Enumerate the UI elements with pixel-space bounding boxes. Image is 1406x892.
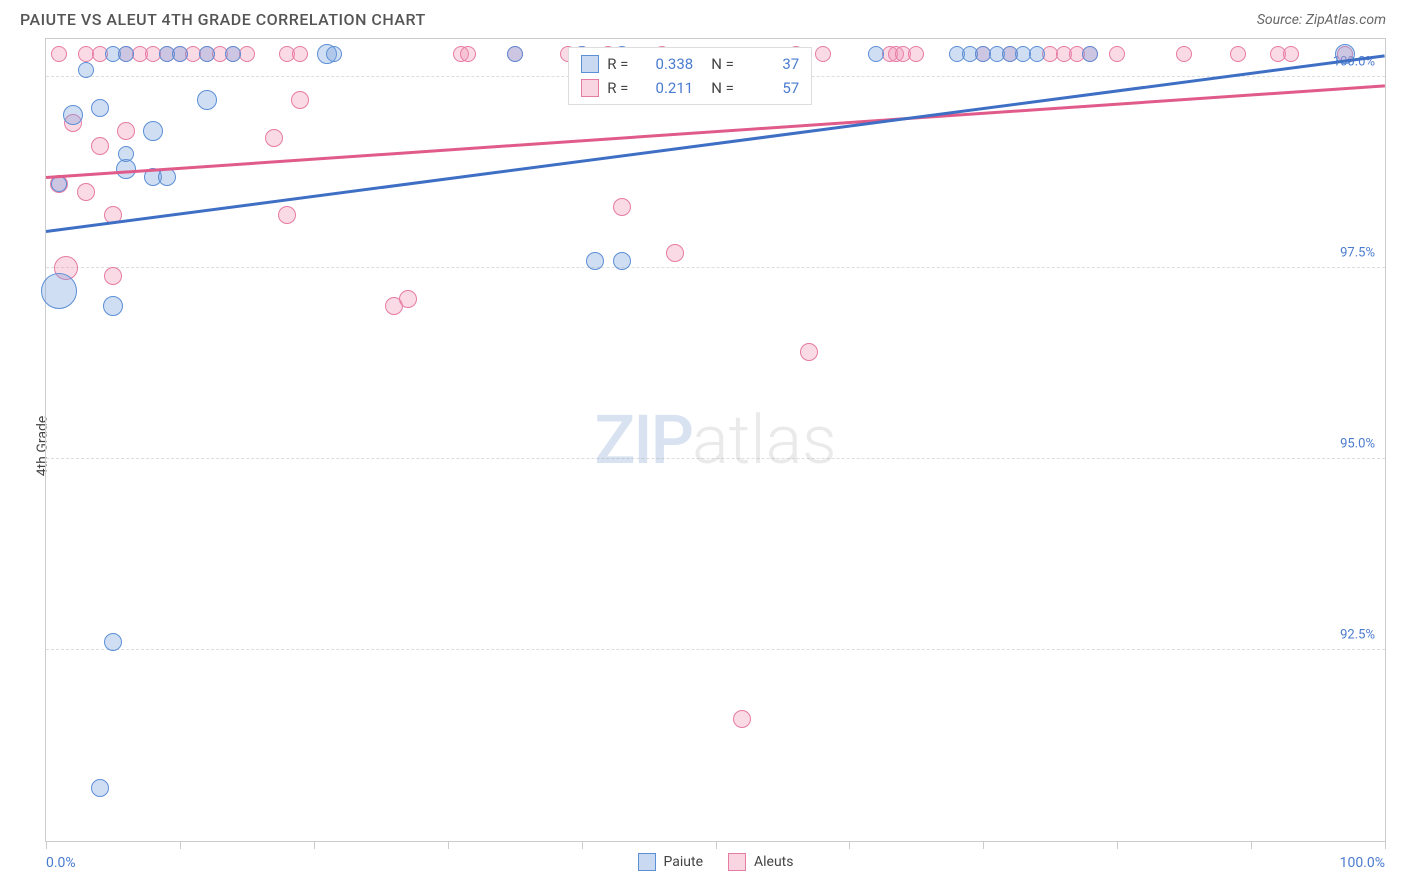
data-point xyxy=(172,46,188,62)
data-point xyxy=(326,46,342,62)
data-point xyxy=(399,290,417,308)
x-tick xyxy=(983,841,984,849)
data-point xyxy=(1029,46,1045,62)
x-tick xyxy=(1251,841,1252,849)
data-point xyxy=(91,137,109,155)
data-point xyxy=(460,46,476,62)
data-point xyxy=(666,244,684,262)
y-tick-label: 95.0% xyxy=(1340,437,1375,452)
data-point xyxy=(1176,46,1192,62)
square-icon xyxy=(638,853,656,871)
series-legend: Paiute Aleuts xyxy=(638,853,794,871)
square-icon xyxy=(728,853,746,871)
data-point xyxy=(1082,46,1098,62)
data-point xyxy=(613,198,631,216)
data-point xyxy=(41,273,77,309)
square-icon xyxy=(581,79,599,97)
data-point xyxy=(63,105,83,125)
y-tick-label: 92.5% xyxy=(1340,628,1375,643)
data-point xyxy=(116,159,136,179)
data-point xyxy=(104,633,122,651)
data-point xyxy=(1109,46,1125,62)
data-point xyxy=(225,46,241,62)
legend-item-paiute: Paiute xyxy=(638,853,704,871)
source-label: Source: ZipAtlas.com xyxy=(1257,12,1386,28)
data-point xyxy=(118,46,134,62)
data-point xyxy=(103,296,123,316)
data-point xyxy=(733,710,751,728)
data-point xyxy=(278,206,296,224)
data-point xyxy=(800,343,818,361)
x-tick xyxy=(448,841,449,849)
x-tick xyxy=(582,841,583,849)
gridline xyxy=(46,458,1385,459)
data-point xyxy=(199,46,215,62)
legend-row-aleuts: R = 0.211 N = 57 xyxy=(581,76,799,100)
chart-area: 92.5%95.0%97.5%100.0% ZIPatlas R = 0.338… xyxy=(45,38,1386,842)
data-point xyxy=(292,46,308,62)
data-point xyxy=(1283,46,1299,62)
data-point xyxy=(117,122,135,140)
legend-item-aleuts: Aleuts xyxy=(728,853,793,871)
x-tick xyxy=(314,841,315,849)
x-axis-min: 0.0% xyxy=(46,855,76,871)
data-point xyxy=(104,267,122,285)
x-tick xyxy=(1385,841,1386,849)
data-point xyxy=(291,91,309,109)
data-point xyxy=(143,121,163,141)
data-point xyxy=(613,252,631,270)
gridline xyxy=(46,649,1385,650)
data-point xyxy=(868,46,884,62)
x-tick xyxy=(849,841,850,849)
legend-row-paiute: R = 0.338 N = 37 xyxy=(581,52,799,76)
data-point xyxy=(91,99,109,117)
x-axis-max: 100.0% xyxy=(1340,855,1385,871)
data-point xyxy=(197,90,217,110)
data-point xyxy=(51,46,67,62)
data-point xyxy=(908,46,924,62)
stats-legend: R = 0.338 N = 37 R = 0.211 N = 57 xyxy=(568,47,812,105)
data-point xyxy=(78,62,94,78)
data-point xyxy=(1230,46,1246,62)
data-point xyxy=(507,46,523,62)
gridline xyxy=(46,267,1385,268)
x-tick xyxy=(180,841,181,849)
data-point xyxy=(118,146,134,162)
chart-title: PAIUTE VS ALEUT 4TH GRADE CORRELATION CH… xyxy=(20,10,426,29)
data-point xyxy=(586,252,604,270)
x-tick xyxy=(1117,841,1118,849)
data-point xyxy=(77,183,95,201)
x-tick xyxy=(46,841,47,849)
x-tick xyxy=(716,841,717,849)
data-point xyxy=(815,46,831,62)
square-icon xyxy=(581,55,599,73)
data-point xyxy=(91,779,109,797)
data-point xyxy=(265,129,283,147)
data-point xyxy=(51,176,67,192)
y-tick-label: 97.5% xyxy=(1340,246,1375,261)
